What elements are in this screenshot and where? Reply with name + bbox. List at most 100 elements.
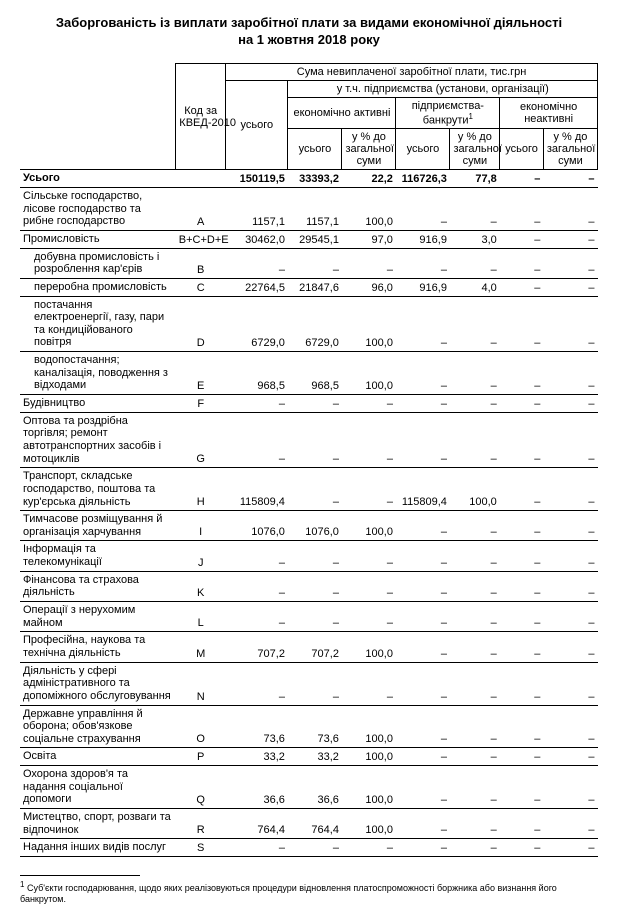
row-label: Операції з нерухомим майном	[20, 602, 176, 632]
cell: 77,8	[450, 170, 500, 188]
table-row: переробна промисловістьC22764,521847,696…	[20, 278, 598, 296]
cell: –	[450, 248, 500, 278]
cell: –	[396, 571, 450, 601]
title-line2: на 1 жовтня 2018 року	[238, 32, 380, 47]
cell: –	[500, 511, 544, 541]
cell: –	[500, 352, 544, 395]
cell: –	[288, 541, 342, 571]
row-label: Охорона здоров'я та надання соціальної д…	[20, 766, 176, 809]
cell: –	[500, 602, 544, 632]
cell: –	[226, 412, 288, 468]
footnote-rule	[20, 875, 140, 876]
row-label: Професійна, наукова та технічна діяльніс…	[20, 632, 176, 662]
table-row: Операції з нерухомим майномL–––––––	[20, 602, 598, 632]
cell: –	[396, 748, 450, 766]
row-code: S	[176, 839, 226, 857]
title-line1: Заборгованість із виплати заробітної пла…	[56, 15, 562, 30]
cell: –	[396, 352, 450, 395]
table-row: Оптова та роздрібна торгівля; ремонт авт…	[20, 412, 598, 468]
cell: –	[226, 248, 288, 278]
row-code: B	[176, 248, 226, 278]
row-label: Тимчасове розміщування й організація хар…	[20, 511, 176, 541]
cell: –	[500, 705, 544, 748]
cell: –	[342, 602, 396, 632]
cell: –	[288, 602, 342, 632]
row-label: Оптова та роздрібна торгівля; ремонт авт…	[20, 412, 176, 468]
table-row: ПромисловістьB+C+D+E30462,029545,197,091…	[20, 231, 598, 249]
hdr-c4: у % до загальної суми	[342, 129, 396, 170]
cell: –	[543, 412, 597, 468]
cell: 97,0	[342, 231, 396, 249]
row-label: постачання електроенергії, газу, пари та…	[20, 296, 176, 352]
table-row: Надання інших видів послугS–––––––	[20, 839, 598, 857]
row-label: Надання інших видів послуг	[20, 839, 176, 857]
cell: 6729,0	[288, 296, 342, 352]
cell: –	[342, 395, 396, 413]
cell: –	[450, 662, 500, 705]
cell: –	[543, 188, 597, 231]
row-label: переробна промисловість	[20, 278, 176, 296]
table-row: добувна промисловість і розроблення кар'…	[20, 248, 598, 278]
footnote-text: Суб'єкти господарювання, щодо яких реалі…	[20, 883, 557, 904]
cell: –	[500, 412, 544, 468]
cell: –	[342, 662, 396, 705]
cell: 707,2	[288, 632, 342, 662]
cell: 116726,3	[396, 170, 450, 188]
hdr-sub: у т.ч. підприємства (установи, організац…	[288, 80, 598, 97]
row-label: Мистецтво, спорт, розваги та відпочинок	[20, 808, 176, 838]
cell: –	[543, 632, 597, 662]
row-code: B+C+D+E	[176, 231, 226, 249]
cell: –	[288, 395, 342, 413]
row-label: Діяльність у сфері адміністративного та …	[20, 662, 176, 705]
cell: 100,0	[342, 705, 396, 748]
cell: –	[543, 170, 597, 188]
table-row: Інформація та телекомунікаціїJ–––––––	[20, 541, 598, 571]
cell: –	[396, 705, 450, 748]
row-label: Транспорт, складське господарство, пошто…	[20, 468, 176, 511]
table-row: Тимчасове розміщування й організація хар…	[20, 511, 598, 541]
cell: –	[543, 766, 597, 809]
row-code: M	[176, 632, 226, 662]
cell: 916,9	[396, 231, 450, 249]
cell: 22,2	[342, 170, 396, 188]
cell: –	[226, 662, 288, 705]
cell: 100,0	[342, 632, 396, 662]
cell: 21847,6	[288, 278, 342, 296]
cell: –	[500, 662, 544, 705]
cell: –	[396, 188, 450, 231]
cell: –	[396, 632, 450, 662]
cell: 1157,1	[226, 188, 288, 231]
cell: 29545,1	[288, 231, 342, 249]
row-code: F	[176, 395, 226, 413]
cell: 707,2	[226, 632, 288, 662]
cell: –	[450, 632, 500, 662]
row-code: K	[176, 571, 226, 601]
cell: –	[396, 296, 450, 352]
cell: –	[450, 541, 500, 571]
cell: –	[288, 468, 342, 511]
cell: 4,0	[450, 278, 500, 296]
cell: –	[543, 571, 597, 601]
cell: –	[543, 278, 597, 296]
cell: 764,4	[288, 808, 342, 838]
hdr-g1: економічно активні	[288, 97, 396, 129]
cell: –	[543, 511, 597, 541]
page-title: Заборгованість із виплати заробітної пла…	[20, 15, 598, 49]
table-row: Державне управління й оборона; обов'язко…	[20, 705, 598, 748]
table-row: БудівництвоF–––––––	[20, 395, 598, 413]
cell: –	[450, 839, 500, 857]
cell: –	[450, 395, 500, 413]
cell: –	[396, 248, 450, 278]
cell: 764,4	[226, 808, 288, 838]
row-code	[176, 170, 226, 188]
cell: –	[226, 541, 288, 571]
cell: 100,0	[342, 748, 396, 766]
cell: –	[500, 766, 544, 809]
cell: –	[543, 602, 597, 632]
cell: 3,0	[450, 231, 500, 249]
table-row: Професійна, наукова та технічна діяльніс…	[20, 632, 598, 662]
row-code: H	[176, 468, 226, 511]
row-code: J	[176, 541, 226, 571]
cell: –	[500, 839, 544, 857]
row-label: Освіта	[20, 748, 176, 766]
